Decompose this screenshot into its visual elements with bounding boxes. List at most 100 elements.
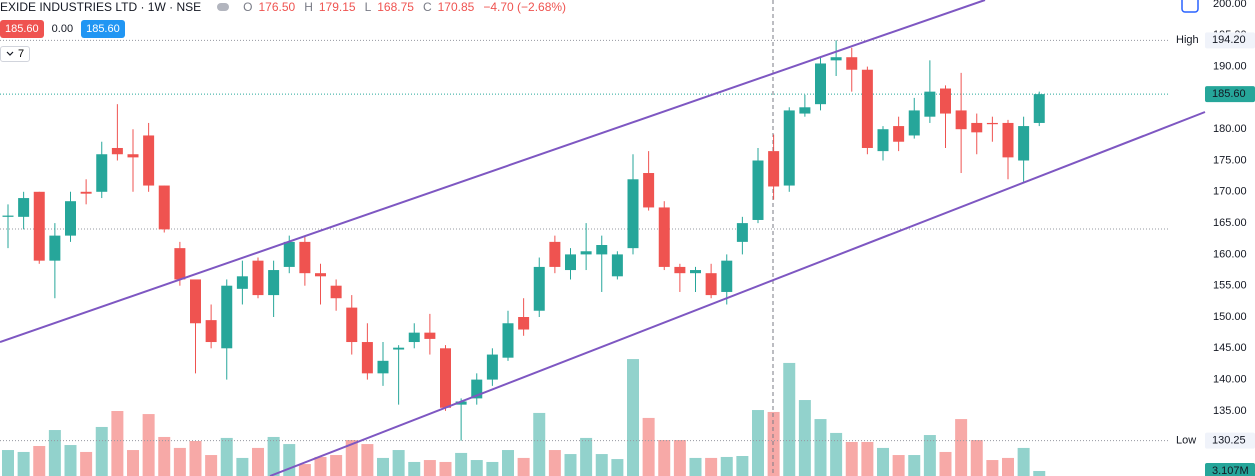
volume-bar — [64, 445, 77, 476]
volume-bar — [345, 440, 358, 476]
candle-body — [643, 173, 655, 208]
legend-row: EXIDE INDUSTRIES LTD · 1W · NSE O 176.50 … — [0, 0, 569, 15]
candle-body — [158, 185, 170, 230]
volume-bar — [892, 455, 905, 476]
chevron-icon — [6, 51, 14, 56]
volume-bar — [720, 456, 733, 476]
volume-bar — [861, 441, 874, 476]
volume-bar — [798, 400, 811, 476]
candle-body — [315, 273, 326, 277]
candle-body — [565, 254, 576, 271]
volume-bar — [2, 450, 14, 476]
candle-body — [861, 69, 873, 148]
candle-body — [283, 241, 295, 267]
candle-body — [877, 129, 889, 152]
candle-body — [190, 279, 201, 324]
volume-bar — [267, 436, 280, 476]
candle-body — [846, 57, 858, 70]
candle-body — [924, 91, 936, 117]
y-tick-label: 145.00 — [1213, 342, 1247, 354]
volume-bar — [377, 457, 389, 476]
settings-icon[interactable] — [1181, 0, 1199, 13]
volume-bar — [814, 419, 827, 476]
candle-body — [299, 241, 311, 274]
marker-name: High — [1176, 34, 1199, 46]
volume-bar — [939, 451, 952, 476]
candle-body — [830, 57, 842, 61]
volume-bar — [986, 460, 999, 476]
volume-bar — [486, 461, 499, 476]
visibility-pill[interactable] — [217, 3, 230, 11]
candle-body — [65, 201, 76, 236]
candle-body — [33, 191, 45, 261]
volume-bar — [158, 436, 171, 476]
candle-body — [658, 207, 670, 267]
candle-body — [768, 151, 780, 187]
volume-bar — [517, 457, 530, 476]
volume-bar — [502, 450, 514, 476]
legend-value: 168.75 — [377, 0, 414, 14]
volume-bar — [408, 461, 421, 476]
candle-body — [18, 198, 30, 217]
volume-bar — [455, 452, 468, 476]
marker-label: 185.60 — [1212, 88, 1246, 100]
candle-body — [236, 276, 248, 289]
y-tick-label: 160.00 — [1213, 248, 1247, 260]
candle-body — [471, 379, 483, 399]
volume-layer — [2, 359, 1046, 476]
marker-name: Low — [1176, 435, 1196, 447]
volume-bar — [361, 444, 374, 476]
volume-bar — [548, 450, 561, 476]
marker-box — [1205, 432, 1255, 449]
volume-bar — [533, 412, 546, 476]
spread: 0.00 — [51, 23, 74, 35]
sell-price[interactable]: 185.60 — [0, 20, 44, 38]
volume-bar — [673, 440, 686, 476]
upper-channel-line — [0, 0, 986, 343]
candle-body — [705, 273, 717, 296]
candle-body — [893, 126, 905, 142]
candle-body — [424, 332, 436, 339]
y-tick-label: 165.00 — [1213, 217, 1247, 229]
candle-body — [971, 122, 983, 133]
legend-value: 179.15 — [318, 0, 356, 14]
volume-bar — [439, 461, 452, 476]
volume-bar — [1017, 447, 1030, 476]
volume-bar — [423, 460, 436, 476]
candle-body — [986, 122, 998, 125]
y-tick-label: 200.00 — [1213, 0, 1247, 10]
volume-bar — [252, 447, 264, 476]
candle-body — [549, 241, 561, 267]
symbol-title: EXIDE INDUSTRIES LTD · 1W · NSE — [0, 0, 202, 14]
volume-bar — [173, 447, 186, 476]
volume-bar — [642, 417, 655, 476]
volume-bar — [330, 455, 343, 476]
marker-label: 194.20 — [1212, 34, 1246, 46]
volume-bar — [970, 440, 983, 476]
candle-body — [1033, 94, 1045, 123]
volume-bar — [95, 426, 108, 476]
candle-body — [330, 285, 342, 299]
marker-name-bg — [1172, 432, 1204, 449]
volume-bar — [845, 441, 858, 476]
buy-price[interactable]: 185.60 — [81, 20, 125, 38]
indicators-toggle[interactable]: 7 — [0, 46, 31, 62]
candle-body — [408, 332, 420, 343]
volume-bar — [564, 454, 577, 476]
candle-body — [908, 110, 920, 136]
candle-body — [721, 260, 733, 292]
volume-bar — [392, 450, 405, 476]
candle-body — [1018, 126, 1030, 161]
volume-bar — [908, 455, 921, 476]
y-tick-label: 135.00 — [1213, 405, 1247, 417]
candle-body — [502, 323, 514, 358]
candle-body — [49, 235, 61, 261]
candle-body — [533, 266, 545, 311]
volume-bar — [80, 451, 93, 476]
volume-bar — [877, 447, 889, 476]
legend-key: C — [422, 0, 432, 14]
candle-body — [174, 248, 186, 280]
volume-bar — [142, 414, 155, 476]
y-tick-label: 155.00 — [1213, 280, 1247, 292]
